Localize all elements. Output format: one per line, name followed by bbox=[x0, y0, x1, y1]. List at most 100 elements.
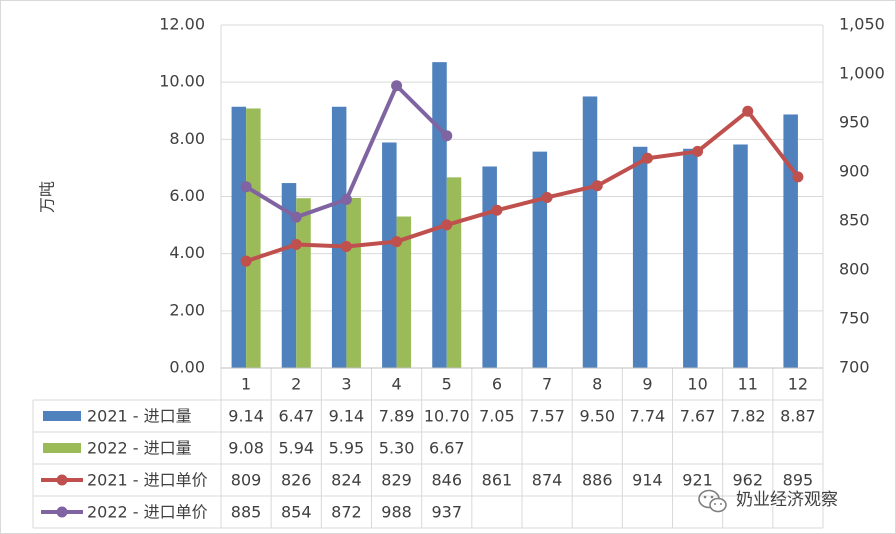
data-label-2: 5.30 bbox=[379, 439, 415, 458]
data-label-4: 872 bbox=[331, 503, 362, 522]
y-tick-label: 4.00 bbox=[169, 243, 205, 262]
line-point-1 bbox=[541, 191, 553, 203]
data-label-3: 824 bbox=[331, 471, 362, 490]
data-label-4: 937 bbox=[431, 503, 462, 522]
y-tick-label: 6.00 bbox=[169, 186, 205, 205]
legend-key-1 bbox=[43, 411, 81, 421]
legend-label-1: 2021 - 进口量 bbox=[87, 407, 192, 426]
line-point-1 bbox=[441, 219, 453, 231]
data-label-1: 10.70 bbox=[424, 407, 470, 426]
x-tick-label: 3 bbox=[341, 375, 351, 394]
data-label-2: 6.67 bbox=[429, 439, 465, 458]
x-tick-label: 10 bbox=[687, 375, 707, 394]
y-tick-label: 2.00 bbox=[169, 300, 205, 319]
data-label-2: 5.95 bbox=[329, 439, 365, 458]
bar-1 bbox=[532, 151, 548, 368]
x-tick-label: 12 bbox=[788, 375, 808, 394]
data-label-1: 7.82 bbox=[730, 407, 766, 426]
data-label-4: 854 bbox=[281, 503, 312, 522]
data-label-1: 6.47 bbox=[278, 407, 314, 426]
bar-2 bbox=[396, 216, 412, 368]
y-axis-label: 万吨 bbox=[38, 181, 57, 213]
data-label-3: 829 bbox=[381, 471, 412, 490]
data-label-1: 7.67 bbox=[680, 407, 716, 426]
watermark: 奶业经济观察 bbox=[698, 489, 838, 513]
line-point-2 bbox=[441, 130, 453, 142]
bar-2 bbox=[246, 108, 261, 369]
lines bbox=[240, 80, 804, 267]
bar-1 bbox=[281, 183, 297, 368]
data-label-3: 921 bbox=[682, 471, 713, 490]
data-label-3: 962 bbox=[732, 471, 763, 490]
data-label-3: 809 bbox=[231, 471, 262, 490]
y2-tick-label: 800 bbox=[839, 260, 870, 279]
bar-1 bbox=[432, 62, 447, 369]
line-point-1 bbox=[742, 105, 754, 117]
data-label-3: 874 bbox=[532, 471, 563, 490]
bar-1 bbox=[331, 106, 347, 368]
legend-label-3: 2021 - 进口单价 bbox=[87, 471, 208, 490]
data-label-3: 895 bbox=[783, 471, 814, 490]
y2-tick-label: 1,050 bbox=[839, 15, 885, 34]
line-series-1 bbox=[244, 109, 800, 264]
wechat-icon bbox=[698, 489, 727, 513]
x-tick-label: 9 bbox=[642, 375, 652, 394]
bar-1 bbox=[582, 96, 598, 368]
bar-1 bbox=[482, 166, 497, 368]
line-point-1 bbox=[391, 236, 403, 248]
bar-1 bbox=[733, 144, 748, 368]
y2-tick-label: 900 bbox=[839, 162, 870, 181]
watermark-text: 奶业经济观察 bbox=[736, 490, 838, 510]
x-tick-label: 5 bbox=[442, 375, 452, 394]
data-label-1: 7.89 bbox=[379, 407, 415, 426]
y-tick-label: 8.00 bbox=[169, 129, 205, 148]
data-label-3: 826 bbox=[281, 471, 312, 490]
bar-1 bbox=[382, 142, 397, 368]
gridlines bbox=[221, 24, 823, 312]
x-tick-label: 11 bbox=[738, 375, 758, 394]
data-label-1: 8.87 bbox=[780, 407, 816, 426]
y2-tick-label: 700 bbox=[839, 358, 870, 377]
y-tick-label: 12.00 bbox=[159, 15, 205, 34]
data-label-1: 9.14 bbox=[228, 407, 264, 426]
data-label-1: 9.14 bbox=[329, 407, 365, 426]
bar-1 bbox=[683, 148, 698, 368]
line-point-2 bbox=[391, 80, 403, 92]
data-label-1: 7.57 bbox=[529, 407, 565, 426]
line-point-1 bbox=[641, 152, 653, 164]
axes: 0.00 2.00 4.00 6.00 8.00 10.00 12.00 700 750 800 8… bbox=[159, 15, 885, 377]
y2-tick-label: 750 bbox=[839, 309, 870, 328]
data-label-4: 988 bbox=[381, 503, 412, 522]
x-tick-label: 7 bbox=[542, 375, 552, 394]
data-label-1: 7.05 bbox=[479, 407, 515, 426]
legend-key-2 bbox=[43, 443, 81, 453]
line-point-2 bbox=[290, 211, 302, 223]
data-label-2: 9.08 bbox=[228, 439, 264, 458]
line-point-1 bbox=[491, 204, 503, 216]
y2-tick-label: 850 bbox=[839, 211, 870, 230]
y2-tick-label: 1,000 bbox=[839, 64, 885, 83]
legend-key-marker-3 bbox=[56, 474, 68, 486]
bar-1 bbox=[231, 106, 247, 368]
legend-label-4: 2022 - 进口单价 bbox=[87, 503, 208, 522]
data-label-3: 914 bbox=[632, 471, 663, 490]
line-point-1 bbox=[240, 255, 252, 267]
y2-tick-label: 950 bbox=[839, 113, 870, 132]
line-point-1 bbox=[692, 145, 704, 157]
line-point-2 bbox=[340, 193, 352, 205]
line-point-1 bbox=[792, 171, 804, 183]
legend-key-marker-4 bbox=[56, 506, 68, 518]
bar-1 bbox=[783, 114, 798, 368]
x-tick-label: 6 bbox=[492, 375, 502, 394]
data-label-3: 861 bbox=[482, 471, 513, 490]
y-tick-label: 0.00 bbox=[169, 358, 205, 377]
data-label-1: 7.74 bbox=[630, 407, 666, 426]
legend-label-2: 2022 - 进口量 bbox=[87, 439, 192, 458]
data-label-4: 885 bbox=[231, 503, 262, 522]
x-tick-label: 8 bbox=[592, 375, 602, 394]
line-point-1 bbox=[340, 240, 352, 252]
data-label-3: 886 bbox=[582, 471, 613, 490]
x-tick-label: 2 bbox=[291, 375, 301, 394]
line-point-1 bbox=[290, 239, 302, 251]
